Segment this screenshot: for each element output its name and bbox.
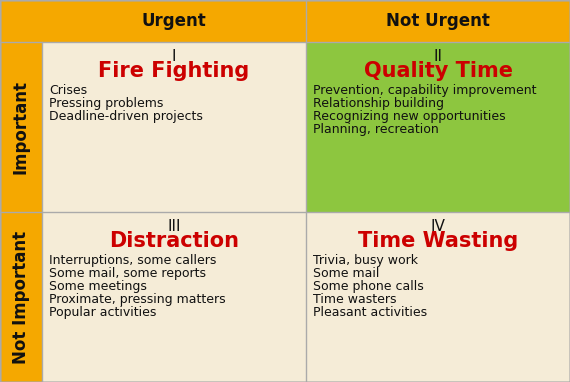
Text: Pleasant activities: Pleasant activities (313, 306, 427, 319)
Text: Urgent: Urgent (141, 12, 206, 30)
Bar (42, 212, 306, 382)
Text: Trivia, busy work: Trivia, busy work (313, 254, 418, 267)
Text: Some phone calls: Some phone calls (313, 280, 424, 293)
Bar (306, 42, 570, 212)
Text: Not Important: Not Important (12, 230, 30, 364)
Text: Fire Fighting: Fire Fighting (99, 61, 250, 81)
Text: Pressing problems: Pressing problems (49, 97, 164, 110)
Text: Recognizing new opportunities: Recognizing new opportunities (313, 110, 506, 123)
Text: Relationship building: Relationship building (313, 97, 444, 110)
Text: Distraction: Distraction (109, 231, 239, 251)
Text: I: I (172, 49, 176, 64)
Text: IV: IV (430, 219, 445, 234)
Text: Popular activities: Popular activities (49, 306, 156, 319)
Bar (42, 42, 306, 212)
Text: Important: Important (12, 80, 30, 174)
Text: Interruptions, some callers: Interruptions, some callers (49, 254, 217, 267)
Text: Time Wasting: Time Wasting (358, 231, 518, 251)
Text: Some mail, some reports: Some mail, some reports (49, 267, 206, 280)
Text: Planning, recreation: Planning, recreation (313, 123, 439, 136)
Text: Prevention, capability improvement: Prevention, capability improvement (313, 84, 536, 97)
Bar (0, 212, 42, 382)
Text: Quality Time: Quality Time (364, 61, 512, 81)
Text: Some meetings: Some meetings (49, 280, 147, 293)
Text: III: III (167, 219, 181, 234)
Text: Proximate, pressing matters: Proximate, pressing matters (49, 293, 226, 306)
Text: Deadline-driven projects: Deadline-driven projects (49, 110, 203, 123)
Text: Not Urgent: Not Urgent (386, 12, 490, 30)
Text: II: II (434, 49, 442, 64)
Text: Time wasters: Time wasters (313, 293, 397, 306)
Bar (0, 0, 570, 42)
Bar (0, 42, 42, 212)
Text: Crises: Crises (49, 84, 87, 97)
Text: Some mail: Some mail (313, 267, 380, 280)
Bar (306, 212, 570, 382)
